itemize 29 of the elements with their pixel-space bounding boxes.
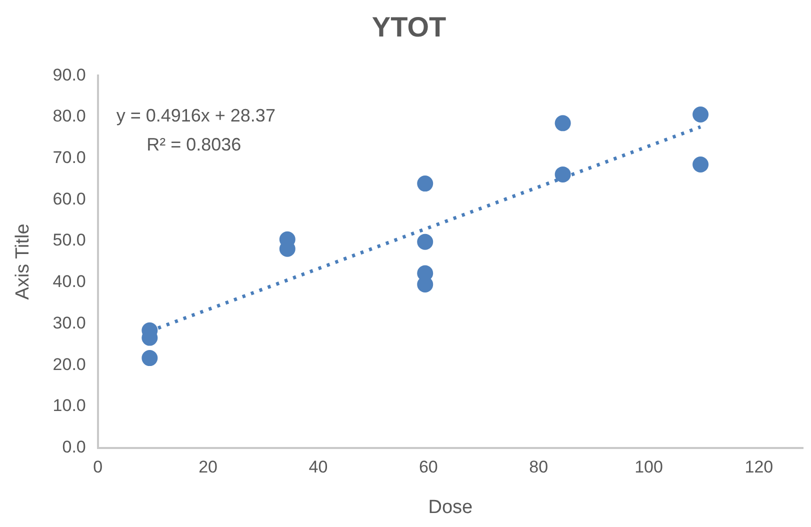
point bbox=[417, 234, 434, 250]
point bbox=[692, 106, 709, 122]
x-tick-label: 20 bbox=[198, 458, 218, 477]
x-tick-label: 80 bbox=[529, 458, 548, 477]
chart-title: YTOT bbox=[372, 12, 446, 43]
annotation: R² = 0.8036 bbox=[146, 134, 242, 155]
y-tick-label: 60.0 bbox=[52, 189, 86, 208]
point bbox=[142, 350, 158, 366]
y-tick-label: 70.0 bbox=[52, 148, 86, 167]
point bbox=[417, 176, 434, 192]
y-tick-label: 40.0 bbox=[52, 272, 86, 292]
x-tick-label: 0 bbox=[93, 458, 103, 477]
point bbox=[554, 115, 571, 132]
y-axis-title: Axis Title bbox=[12, 224, 34, 300]
y-tick-label: 90.0 bbox=[52, 65, 86, 84]
x-axis-title: Dose bbox=[428, 496, 473, 518]
y-tick-label: 30.0 bbox=[52, 313, 86, 332]
y-tick-label: 10.0 bbox=[52, 396, 86, 416]
x-tick-label: 40 bbox=[308, 458, 328, 477]
x-tick-label: 60 bbox=[418, 458, 438, 477]
x-tick-label: 120 bbox=[744, 458, 774, 477]
point bbox=[554, 166, 571, 182]
y-tick-label: 50.0 bbox=[52, 230, 86, 250]
y-tick-label: 0.0 bbox=[62, 437, 86, 456]
y-tick-label: 80.0 bbox=[52, 106, 86, 126]
annotation: y = 0.4916x + 28.37 bbox=[116, 106, 276, 126]
x-tick-label: 100 bbox=[634, 458, 663, 477]
y-tick-label: 20.0 bbox=[52, 354, 86, 374]
point bbox=[692, 156, 709, 173]
